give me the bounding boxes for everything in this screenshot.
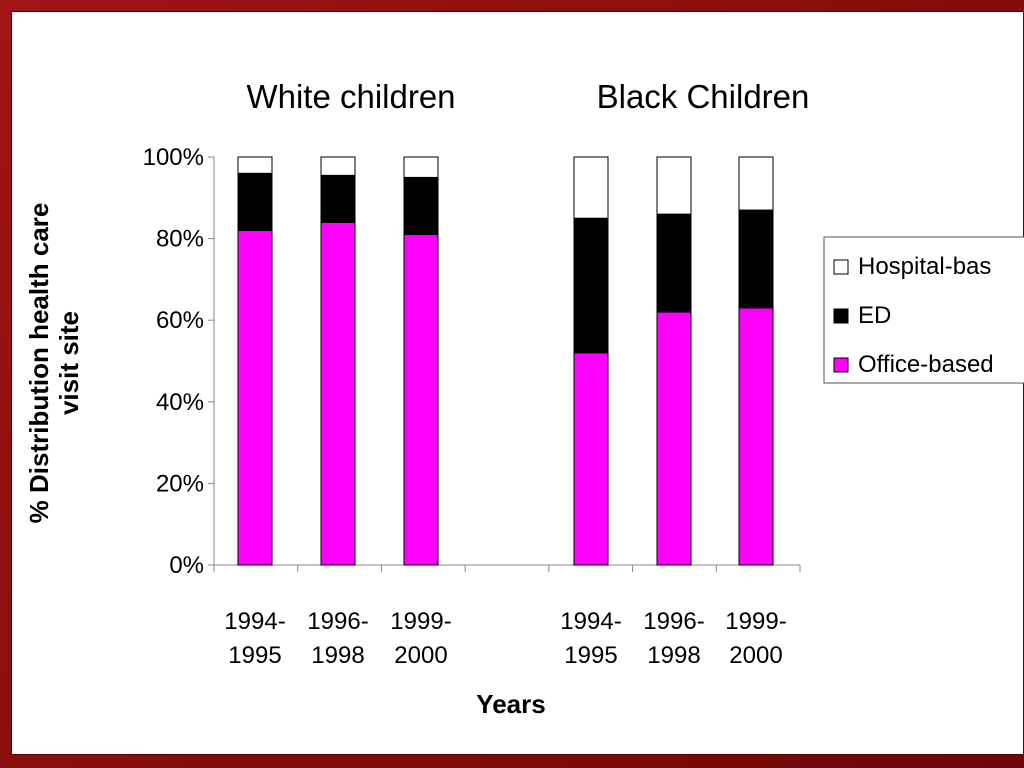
- bar-office-based-1: [320, 221, 356, 566]
- x-tick-label: 1999-: [725, 608, 786, 635]
- y-tick-label: 0%: [169, 552, 204, 579]
- x-tick-label: 1998: [311, 642, 364, 669]
- slide: White children Black Children 0% 20% 40% 60% 8…: [11, 11, 1024, 755]
- legend-box: [823, 236, 1024, 384]
- bar-office-based-0: [237, 229, 273, 566]
- y-axis-title: % Distribution health carevisit site: [24, 203, 84, 524]
- bar-ed-4: [656, 213, 692, 313]
- x-tick-label: 1995: [564, 642, 617, 669]
- legend-swatch-office-based: [833, 357, 849, 373]
- x-tick-label: 1998: [647, 642, 700, 669]
- bar-office-based-5: [738, 307, 774, 566]
- x-tick-label: 1996-: [643, 608, 704, 635]
- group-title-1: Black Children: [597, 78, 810, 115]
- bar-office-based-3: [573, 352, 609, 566]
- bar-office-based-2: [403, 234, 439, 566]
- group-title-0: White children: [246, 78, 455, 115]
- y-tick-label: 40%: [156, 389, 204, 416]
- x-tick-label: 1999-: [390, 608, 451, 635]
- x-tick-label: 1996-: [307, 608, 368, 635]
- bar-hospital-based-2: [403, 156, 439, 178]
- bar-hospital-based-3: [573, 156, 609, 219]
- bar-hospital-based-4: [656, 156, 692, 215]
- x-tick-label: 1994-: [560, 608, 621, 635]
- bar-hospital-based-5: [738, 156, 774, 211]
- bar-ed-2: [403, 176, 439, 236]
- legend-label: Office-based: [858, 351, 994, 378]
- bar-ed-5: [738, 209, 774, 309]
- legend-swatch-ed: [833, 308, 849, 324]
- x-tick-label: 1995: [228, 642, 281, 669]
- bar-hospital-based-1: [320, 156, 356, 176]
- y-tick-label: 20%: [156, 470, 204, 497]
- bar-hospital-based-0: [237, 156, 273, 174]
- x-tick-label: 1994-: [224, 608, 285, 635]
- x-tick-label: 2000: [394, 642, 447, 669]
- legend-label: ED: [858, 302, 891, 329]
- y-tick-label: 60%: [156, 307, 204, 334]
- y-tick-label: 100%: [143, 144, 204, 171]
- bar-office-based-4: [656, 311, 692, 566]
- legend-label: Hospital-bas: [858, 253, 991, 280]
- bar-ed-3: [573, 217, 609, 354]
- stacked-bar-chart: White children Black Children 0% 20% 40% 60% 8…: [24, 78, 1024, 719]
- y-axis-title-line: % Distribution health care: [24, 203, 54, 524]
- bar-ed-0: [237, 172, 273, 231]
- x-axis-title: Years: [476, 689, 545, 719]
- x-tick-label: 2000: [729, 642, 782, 669]
- y-tick-label: 80%: [156, 226, 204, 253]
- y-axis-title-line: visit site: [54, 311, 84, 415]
- bar-ed-1: [320, 174, 356, 223]
- legend-swatch-hospital-based: [833, 259, 849, 275]
